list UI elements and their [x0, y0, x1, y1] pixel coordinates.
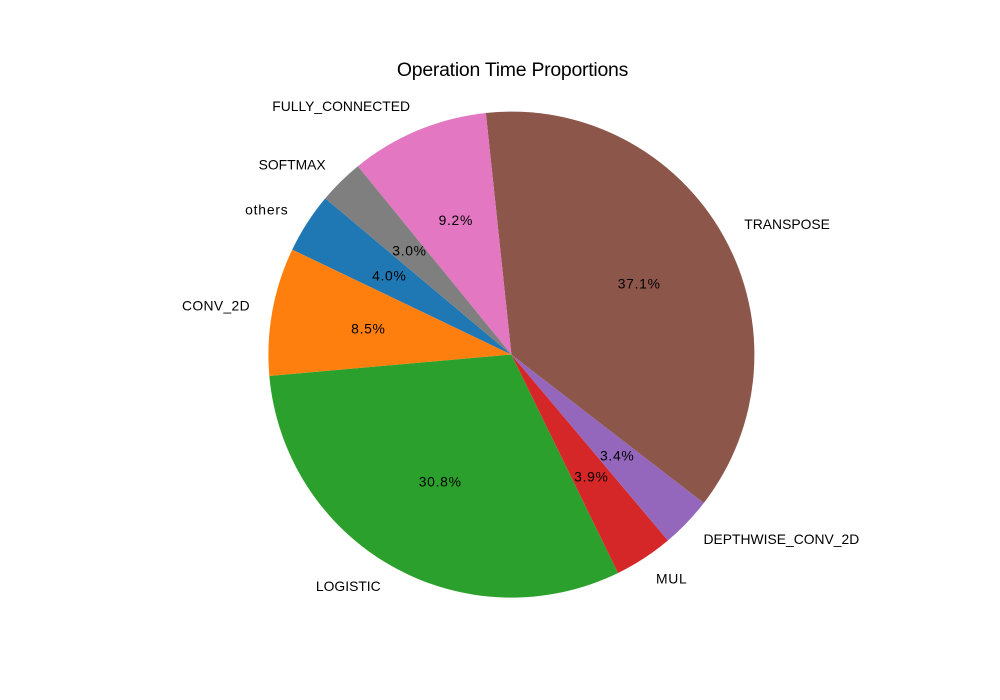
svg-text:SOFTMAX: SOFTMAX [259, 157, 326, 173]
svg-text:30.8%: 30.8% [419, 473, 462, 489]
svg-text:3.4%: 3.4% [600, 447, 634, 463]
svg-text:FULLY_CONNECTED: FULLY_CONNECTED [272, 98, 410, 114]
svg-text:MUL: MUL [656, 570, 687, 586]
svg-text:4.0%: 4.0% [372, 267, 406, 283]
svg-text:DEPTHWISE_CONV_2D: DEPTHWISE_CONV_2D [704, 531, 860, 547]
svg-text:CONV_2D: CONV_2D [182, 298, 250, 314]
svg-text:others: others [245, 202, 288, 218]
svg-text:TRANSPOSE: TRANSPOSE [744, 216, 830, 232]
svg-text:3.9%: 3.9% [574, 469, 608, 485]
svg-text:Operation Time Proportions: Operation Time Proportions [397, 59, 629, 81]
svg-text:37.1%: 37.1% [618, 275, 661, 291]
svg-text:8.5%: 8.5% [351, 320, 385, 336]
svg-text:LOGISTIC: LOGISTIC [316, 578, 381, 594]
svg-text:3.0%: 3.0% [392, 243, 426, 259]
svg-text:9.2%: 9.2% [439, 212, 473, 228]
